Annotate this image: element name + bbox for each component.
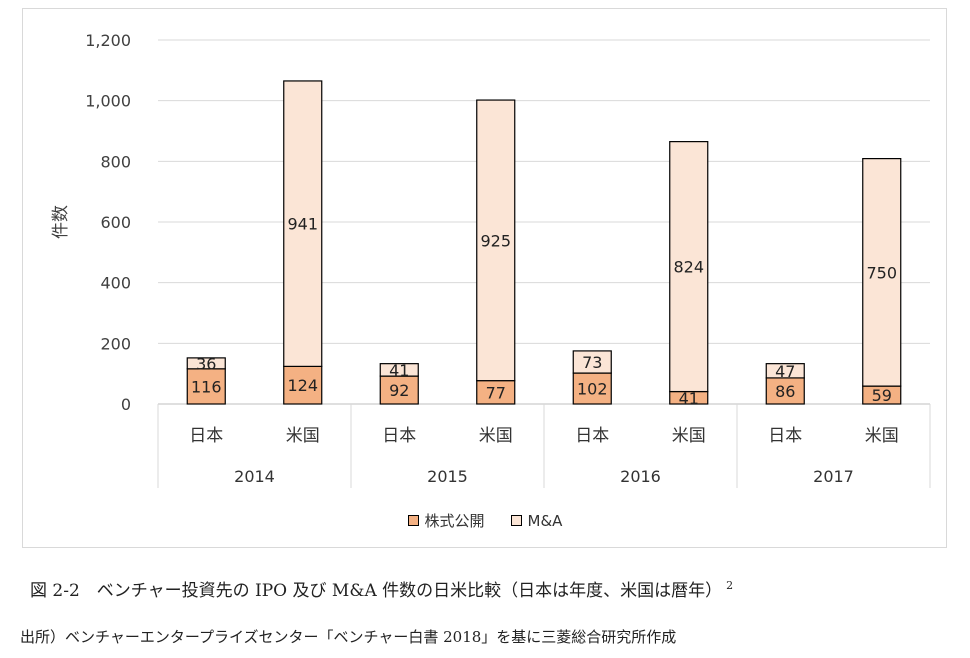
y-tick-label: 800 [100, 152, 131, 171]
data-label-ipo: 102 [577, 380, 608, 399]
data-label-ma: 941 [287, 215, 318, 234]
caption-footnote: 2 [726, 579, 734, 593]
x-tick-label-year: 2017 [813, 467, 854, 486]
data-label-ma: 925 [480, 231, 511, 250]
legend-swatch-ipo [407, 515, 419, 526]
data-label-ma: 36 [196, 354, 216, 373]
y-tick-label: 1,000 [85, 92, 131, 111]
legend-label-ipo: 株式公開 [424, 512, 485, 530]
data-label-ipo: 86 [775, 382, 795, 401]
x-tick-label-country: 米国 [672, 426, 706, 446]
x-tick-label-country: 日本 [768, 426, 802, 446]
bar-segment-ma [862, 158, 902, 387]
x-tick-label-country: 米国 [286, 426, 320, 446]
bar-segment-ma [669, 141, 709, 393]
bar-segment-ma [572, 350, 612, 374]
stacked-bar-chart: 0 200 400 600 800 1,000 1,200 件数 116 36 日本 124 941 米国… [51, 31, 931, 488]
bar-segment-ma [186, 357, 226, 370]
legend-item-ipo: 株式公開 [407, 510, 485, 531]
data-label-ma: 750 [866, 263, 897, 282]
y-axis-label: 件数 [51, 205, 71, 239]
x-tick-label-country: 日本 [189, 426, 223, 446]
y-tick-label: 400 [100, 274, 131, 293]
data-label-ipo: 77 [486, 383, 506, 402]
data-label-ma: 47 [775, 362, 795, 381]
y-tick-label: 0 [121, 395, 131, 414]
y-tick-label: 1,200 [85, 31, 131, 50]
data-label-ma: 41 [389, 361, 409, 380]
data-label-ma: 824 [673, 258, 704, 277]
bar-segment-ma [476, 99, 516, 382]
x-tick-label-country: 日本 [382, 426, 416, 446]
figure-caption: 図 2-2 ベンチャー投資先の IPO 及び M&A 件数の日米比較（日本は年度… [30, 576, 733, 601]
source-note: 出所）ベンチャーエンタープライズセンター「ベンチャー白書 2018」を基に三菱総… [20, 628, 677, 646]
x-tick-label-country: 日本 [575, 426, 609, 446]
legend-item-ma: M&A [510, 510, 563, 531]
data-label-ipo: 116 [191, 377, 222, 396]
x-tick-label-year: 2014 [234, 467, 275, 486]
data-label-ma: 73 [582, 353, 602, 372]
bar-segment-ma [283, 80, 323, 367]
chart-legend: 株式公開 M&A [0, 510, 970, 531]
y-tick-label: 200 [100, 334, 131, 353]
data-label-ipo: 41 [679, 389, 699, 408]
bar-segment-ma [765, 363, 805, 379]
legend-swatch-ma [510, 515, 522, 526]
data-label-ipo: 124 [287, 376, 318, 395]
x-tick-label-year: 2016 [620, 467, 661, 486]
x-tick-label-country: 米国 [865, 426, 899, 446]
caption-text: 図 2-2 ベンチャー投資先の IPO 及び M&A 件数の日米比較（日本は年度… [30, 581, 723, 601]
x-tick-label-year: 2015 [427, 467, 468, 486]
data-label-ipo: 92 [389, 381, 409, 400]
x-tick-label-country: 米国 [479, 426, 513, 446]
bar-segment-ma [379, 363, 419, 377]
legend-label-ma: M&A [527, 511, 563, 530]
data-label-ipo: 59 [872, 386, 892, 405]
y-tick-label: 600 [100, 213, 131, 232]
